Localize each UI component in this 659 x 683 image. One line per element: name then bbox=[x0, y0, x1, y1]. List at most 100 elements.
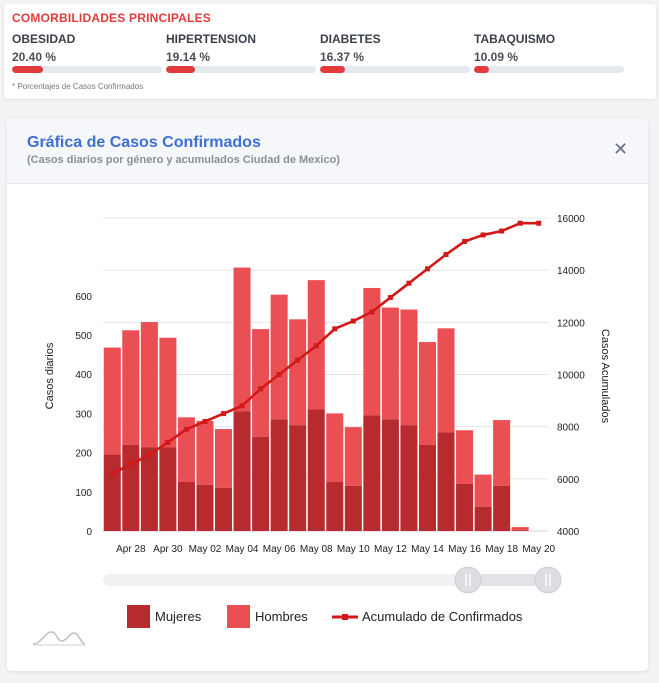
bar-mujeres bbox=[363, 415, 381, 531]
bar-mujeres bbox=[400, 425, 418, 531]
legend-item[interactable]: Hombres bbox=[227, 605, 308, 628]
stat-progress-track bbox=[12, 66, 162, 73]
acumulado-point bbox=[128, 461, 134, 467]
acumulado-point bbox=[295, 357, 301, 363]
y-tick-label: 400 bbox=[75, 370, 92, 381]
acumulado-point bbox=[239, 403, 245, 409]
bar-hombres bbox=[511, 527, 529, 531]
bar-hombres bbox=[400, 309, 418, 426]
bar-mujeres bbox=[159, 447, 177, 531]
chart-panel-subtitle: (Casos diarios por género y acumulados C… bbox=[27, 154, 340, 166]
legend-label: Acumulado de Confirmados bbox=[362, 609, 523, 624]
acumulado-point bbox=[462, 238, 468, 244]
stat-progress-track bbox=[320, 66, 470, 73]
x-tick-label: May 10 bbox=[337, 544, 370, 555]
stat-tabaquismo: TABAQUISMO 10.09 % bbox=[474, 32, 624, 73]
x-tick-label: May 06 bbox=[263, 544, 296, 555]
acumulado-point bbox=[165, 439, 171, 445]
bar-mujeres bbox=[456, 483, 474, 531]
bar-mujeres bbox=[233, 411, 251, 531]
acumulado-point bbox=[369, 309, 375, 315]
x-tick-label: May 04 bbox=[226, 544, 259, 555]
y2-tick-label: 16000 bbox=[557, 214, 585, 225]
bar-hombres bbox=[363, 287, 381, 416]
y-tick-label: 500 bbox=[75, 331, 92, 342]
close-icon[interactable]: ✕ bbox=[613, 139, 629, 159]
acumulado-point bbox=[146, 452, 152, 458]
legend-swatch bbox=[127, 605, 150, 628]
range-slider-handle[interactable] bbox=[454, 566, 482, 594]
x-tick-label: May 16 bbox=[448, 544, 481, 555]
bar-mujeres bbox=[474, 506, 492, 531]
stat-name: TABAQUISMO bbox=[474, 32, 556, 46]
bar-mujeres bbox=[437, 432, 455, 531]
bar-hombres bbox=[196, 420, 214, 485]
stat-obesidad: OBESIDAD 20.40 % bbox=[12, 32, 162, 73]
bar-hombres bbox=[103, 347, 121, 455]
stat-progress-fill bbox=[166, 66, 195, 73]
acumulado-point bbox=[202, 418, 208, 424]
y-axis-title: Casos diarios bbox=[44, 342, 56, 409]
bar-hombres bbox=[344, 427, 362, 486]
bar-hombres bbox=[493, 420, 511, 486]
x-tick-label: May 08 bbox=[300, 544, 333, 555]
acumulado-point bbox=[183, 426, 189, 432]
stat-diabetes: DIABETES 16.37 % bbox=[320, 32, 470, 73]
acumulado-point bbox=[332, 326, 338, 332]
comorbidities-card: COMORBILIDADES PRINCIPALES OBESIDAD 20.4… bbox=[4, 4, 656, 99]
acumulado-point bbox=[536, 220, 542, 226]
legend-label: Hombres bbox=[255, 609, 308, 624]
bar-hombres bbox=[159, 337, 177, 448]
stat-value: 19.14 % bbox=[166, 50, 211, 64]
bar-mujeres bbox=[289, 425, 307, 531]
bar-mujeres bbox=[103, 454, 121, 531]
y2-tick-label: 8000 bbox=[557, 423, 580, 434]
x-tick-label: May 12 bbox=[374, 544, 407, 555]
chart-panel-header: Gráfica de Casos Confirmados (Casos diar… bbox=[7, 118, 648, 184]
bar-mujeres bbox=[511, 530, 529, 531]
bar-hombres bbox=[233, 267, 251, 412]
bar-mujeres bbox=[344, 485, 362, 531]
legend-item[interactable]: Mujeres bbox=[127, 605, 202, 628]
x-tick-label: May 20 bbox=[522, 544, 555, 555]
x-tick-label: May 14 bbox=[411, 544, 444, 555]
y-tick-label: 600 bbox=[75, 292, 92, 303]
stat-progress-fill bbox=[12, 66, 43, 73]
x-tick-label: May 02 bbox=[189, 544, 222, 555]
bar-mujeres bbox=[215, 487, 233, 531]
stat-hipertension: HIPERTENSION 19.14 % bbox=[166, 32, 316, 73]
bar-mujeres bbox=[122, 444, 140, 531]
bar-mujeres bbox=[196, 484, 214, 531]
bar-hombres bbox=[381, 307, 399, 420]
bar-hombres bbox=[140, 322, 158, 448]
acumulado-line bbox=[111, 221, 539, 475]
bar-hombres bbox=[215, 429, 233, 488]
acumulado-point bbox=[109, 471, 115, 477]
stat-progress-fill bbox=[474, 66, 490, 73]
range-slider-handle[interactable] bbox=[534, 566, 562, 594]
bar-hombres bbox=[326, 413, 344, 482]
bar-mujeres bbox=[177, 482, 195, 531]
bar-hombres bbox=[289, 319, 307, 426]
bar-hombres bbox=[456, 430, 474, 484]
bar-mujeres bbox=[326, 482, 344, 531]
acumulado-point bbox=[517, 220, 523, 226]
range-slider-track bbox=[103, 574, 548, 586]
chart-panel: Gráfica de Casos Confirmados (Casos diar… bbox=[7, 118, 648, 671]
legend-item[interactable]: Acumulado de Confirmados bbox=[332, 609, 523, 624]
acumulado-point bbox=[258, 386, 264, 392]
acumulado-point bbox=[313, 343, 319, 349]
bar-mujeres bbox=[252, 436, 270, 531]
brand-logo-icon bbox=[32, 631, 86, 646]
acumulado-point bbox=[350, 318, 356, 324]
legend-swatch-marker bbox=[342, 614, 348, 620]
acumulado-point bbox=[499, 228, 505, 234]
y2-axis-title: Casos Acumulados bbox=[599, 329, 611, 424]
bar-mujeres bbox=[381, 419, 399, 531]
stat-name: OBESIDAD bbox=[12, 32, 76, 46]
bar-mujeres bbox=[140, 447, 158, 531]
y2-tick-label: 6000 bbox=[557, 475, 580, 486]
bar-hombres bbox=[122, 330, 140, 445]
bar-hombres bbox=[270, 294, 288, 420]
comorbidities-heading: COMORBILIDADES PRINCIPALES bbox=[12, 11, 211, 25]
